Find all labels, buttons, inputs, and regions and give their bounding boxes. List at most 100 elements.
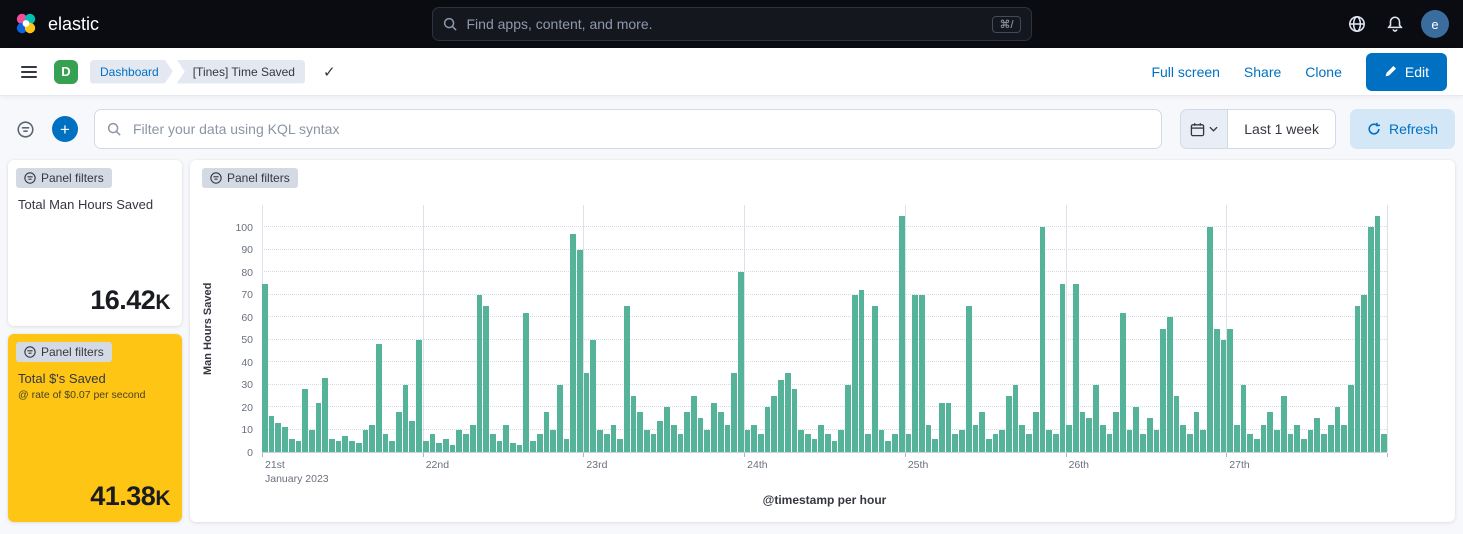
chart-bar[interactable] <box>302 389 308 452</box>
chart-bar[interactable] <box>972 425 979 452</box>
chart-bar[interactable] <box>1307 429 1314 452</box>
chart-bar[interactable] <box>429 434 436 452</box>
chart-bar[interactable] <box>295 440 302 452</box>
chart-bar[interactable] <box>798 429 804 452</box>
chart-bar[interactable] <box>1274 429 1280 452</box>
chart-bar[interactable] <box>308 429 315 452</box>
chart-bar[interactable] <box>939 402 945 452</box>
chart-bar[interactable] <box>355 443 362 452</box>
chart-bar[interactable] <box>1006 395 1012 452</box>
chart-bar[interactable] <box>1113 411 1119 452</box>
chart-bar[interactable] <box>409 420 416 452</box>
chart-bar[interactable] <box>865 434 871 452</box>
chart-bar[interactable] <box>436 443 442 452</box>
chart-bar[interactable] <box>349 440 355 452</box>
chart-bar[interactable] <box>1166 317 1173 452</box>
chart-bar[interactable] <box>637 411 644 452</box>
chart-bar[interactable] <box>1032 411 1039 452</box>
share-button[interactable]: Share <box>1243 63 1282 80</box>
chart-bar[interactable] <box>1294 425 1300 452</box>
chart-bar[interactable] <box>315 402 322 452</box>
chart-bar[interactable] <box>1140 434 1146 452</box>
chart-bar[interactable] <box>483 306 489 452</box>
chart-bar[interactable] <box>342 436 349 452</box>
chart-bar[interactable] <box>1173 395 1180 452</box>
chart-bar[interactable] <box>530 440 536 452</box>
chart-bar[interactable] <box>1327 425 1334 452</box>
chart-bar[interactable] <box>731 373 737 452</box>
chart-bar[interactable] <box>1180 425 1187 452</box>
chart-bar[interactable] <box>1254 438 1260 452</box>
chart-bar[interactable] <box>329 438 335 452</box>
chart-bar[interactable] <box>999 429 1006 452</box>
chart-bar[interactable] <box>469 425 476 452</box>
chart-bar[interactable] <box>912 294 918 452</box>
chart-bar[interactable] <box>1039 227 1046 452</box>
notifications-button[interactable] <box>1383 12 1407 36</box>
chart-bar[interactable] <box>375 344 382 452</box>
chart-bar[interactable] <box>1052 434 1059 452</box>
chart-bar[interactable] <box>1361 294 1368 452</box>
chart-bar[interactable] <box>610 425 617 452</box>
chart-bar[interactable] <box>677 434 684 452</box>
chart-bar[interactable] <box>1059 283 1066 452</box>
chart-bar[interactable] <box>603 434 610 452</box>
chart-bar[interactable] <box>925 425 932 452</box>
chart-bar[interactable] <box>536 434 543 452</box>
chart-bar[interactable] <box>650 434 657 452</box>
chart-bar[interactable] <box>825 434 831 452</box>
chart-bar[interactable] <box>771 395 778 452</box>
date-quick-select-button[interactable] <box>1180 109 1229 149</box>
chart-bar[interactable] <box>570 234 577 452</box>
chart-bar[interactable] <box>550 429 556 452</box>
chart-bar[interactable] <box>697 418 704 452</box>
edit-button[interactable]: Edit <box>1365 52 1447 91</box>
chart-bar[interactable] <box>382 434 389 452</box>
chart-bar[interactable] <box>691 395 697 452</box>
panel-filters-badge[interactable]: Panel filters <box>16 342 112 362</box>
chart-bar[interactable] <box>583 373 590 452</box>
chart-plot-area[interactable] <box>262 205 1388 453</box>
chart-bar[interactable] <box>1073 283 1079 452</box>
chart-bar[interactable] <box>1133 407 1140 452</box>
chart-bar[interactable] <box>1066 425 1073 452</box>
chart-bar[interactable] <box>851 294 858 452</box>
chart-bar[interactable] <box>1146 418 1153 452</box>
help-button[interactable] <box>1345 12 1369 36</box>
chart-bar[interactable] <box>442 438 449 452</box>
chart-bar[interactable] <box>268 416 275 452</box>
chart-bar[interactable] <box>1240 384 1247 452</box>
chart-bar[interactable] <box>510 443 516 452</box>
chart-bar[interactable] <box>992 434 999 452</box>
chart-bar[interactable] <box>288 438 295 452</box>
chart-bar[interactable] <box>1347 384 1354 452</box>
chart-bar[interactable] <box>664 407 670 452</box>
chart-bar[interactable] <box>845 384 851 452</box>
chart-bar[interactable] <box>818 425 825 452</box>
chart-bar[interactable] <box>563 438 570 452</box>
chart-bar[interactable] <box>1187 434 1193 452</box>
chart-bar[interactable] <box>1220 339 1227 452</box>
chart-bar[interactable] <box>1247 434 1254 452</box>
chart-bar[interactable] <box>711 402 717 452</box>
menu-button[interactable] <box>16 61 42 83</box>
user-avatar[interactable]: e <box>1421 10 1449 38</box>
chart-bar[interactable] <box>959 429 965 452</box>
chart-bar[interactable] <box>1012 384 1019 452</box>
chart-bar[interactable] <box>892 434 898 452</box>
chart-bar[interactable] <box>402 384 409 452</box>
chart-bar[interactable] <box>1086 418 1093 452</box>
chart-bar[interactable] <box>1381 434 1388 452</box>
chart-bar[interactable] <box>597 429 603 452</box>
chart-bar[interactable] <box>1300 438 1307 452</box>
chart-bar[interactable] <box>389 440 396 452</box>
chart-bar[interactable] <box>778 380 784 452</box>
chart-bar[interactable] <box>1280 395 1287 452</box>
chart-bar[interactable] <box>804 434 811 452</box>
chart-bar[interactable] <box>979 411 985 452</box>
chart-bar[interactable] <box>556 384 563 452</box>
time-range-button[interactable]: Last 1 week <box>1228 109 1336 149</box>
chart-bar[interactable] <box>1120 312 1126 452</box>
chart-bar[interactable] <box>369 425 375 452</box>
chart-bar[interactable] <box>476 294 483 452</box>
